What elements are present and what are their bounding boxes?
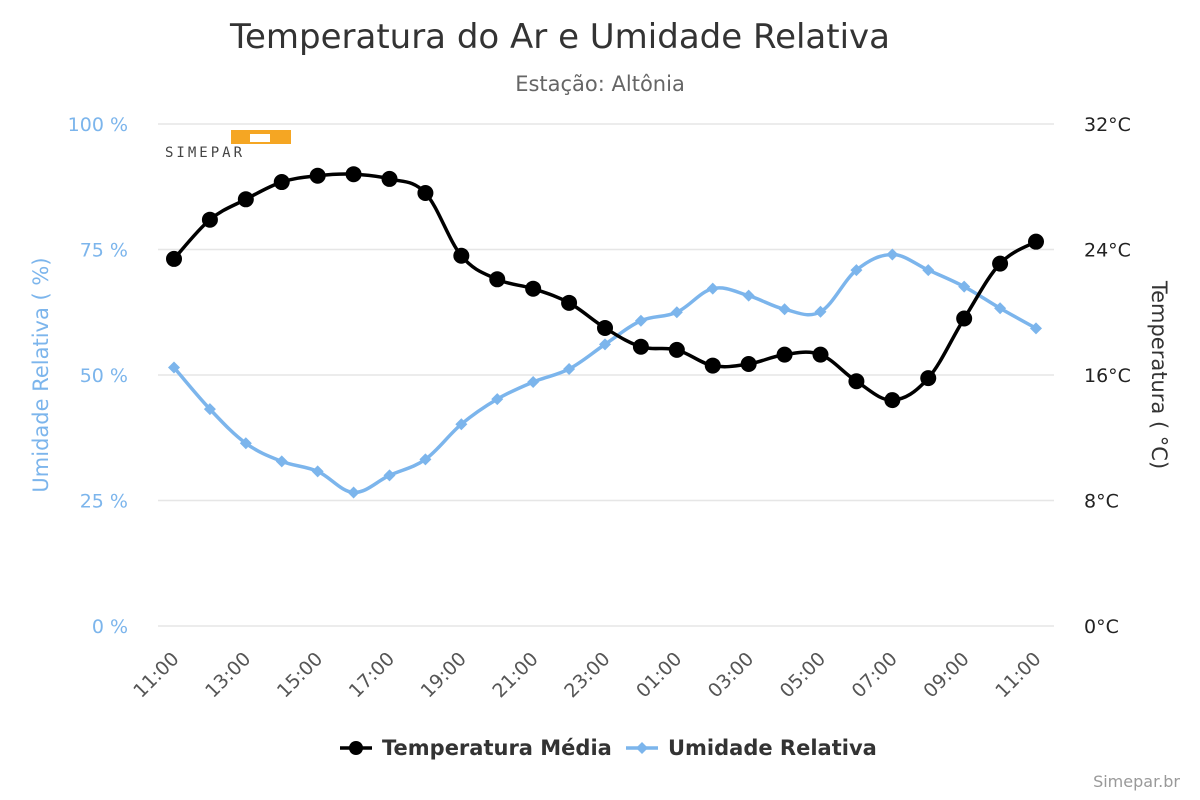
left-axis-title: Umidade Relativa ( %) xyxy=(29,257,53,492)
data-point[interactable] xyxy=(848,373,865,390)
chart-title: Temperatura do Ar e Umidade Relativa xyxy=(229,17,890,57)
data-point[interactable] xyxy=(381,170,398,187)
series-layer xyxy=(166,166,1044,499)
chart-subtitle: Estação: Altônia xyxy=(515,72,685,96)
data-point[interactable] xyxy=(527,376,540,389)
legend-marker xyxy=(349,741,363,755)
data-point[interactable] xyxy=(166,250,182,267)
x-tick-label: 11:00 xyxy=(129,648,183,702)
x-tick-label: 21:00 xyxy=(488,648,542,702)
data-point[interactable] xyxy=(778,303,791,316)
logo-accent-notch xyxy=(250,134,270,142)
data-point[interactable] xyxy=(489,271,506,288)
data-point[interactable] xyxy=(1030,322,1042,335)
data-point[interactable] xyxy=(345,166,362,183)
data-point[interactable] xyxy=(491,393,504,406)
data-point[interactable] xyxy=(922,264,935,277)
data-point[interactable] xyxy=(668,341,685,358)
left-tick-label: 75 % xyxy=(80,240,128,262)
legend-item-temperatura[interactable]: Temperatura Média xyxy=(340,736,612,760)
data-point[interactable] xyxy=(237,191,254,208)
data-point[interactable] xyxy=(561,294,578,311)
series-line xyxy=(172,172,1038,402)
data-point[interactable] xyxy=(311,465,324,478)
legend-marker xyxy=(636,742,648,754)
data-point[interactable] xyxy=(886,248,899,261)
x-tick-label: 01:00 xyxy=(632,648,686,702)
data-point[interactable] xyxy=(417,185,434,202)
x-tick-label: 03:00 xyxy=(704,648,758,702)
right-tick-label: 0°C xyxy=(1084,616,1119,638)
data-point[interactable] xyxy=(632,338,649,355)
right-axis-title: Temperatura ( °C) xyxy=(1147,280,1171,469)
data-point[interactable] xyxy=(455,418,468,431)
data-point[interactable] xyxy=(383,469,396,482)
data-point[interactable] xyxy=(994,302,1007,315)
data-point[interactable] xyxy=(814,305,827,318)
left-axis-ticks: 0 % 25 % 50 % 75 % 100 % xyxy=(68,114,128,638)
x-tick-label: 15:00 xyxy=(273,648,327,702)
credits-link[interactable]: Simepar.br xyxy=(1093,772,1180,791)
data-point[interactable] xyxy=(920,370,937,387)
data-point[interactable] xyxy=(812,346,829,363)
x-tick-label: 09:00 xyxy=(919,648,973,702)
data-point[interactable] xyxy=(347,486,360,499)
data-point[interactable] xyxy=(201,211,218,228)
x-tick-label: 07:00 xyxy=(848,648,902,702)
data-point[interactable] xyxy=(956,310,973,327)
left-tick-label: 25 % xyxy=(80,491,128,513)
grid-lines xyxy=(158,123,1054,627)
data-point[interactable] xyxy=(704,357,721,374)
data-point[interactable] xyxy=(453,247,470,264)
data-point[interactable] xyxy=(203,403,216,416)
x-tick-label: 23:00 xyxy=(560,648,614,702)
x-tick-label: 13:00 xyxy=(201,648,255,702)
data-point[interactable] xyxy=(850,264,863,277)
legend-item-umidade[interactable]: Umidade Relativa xyxy=(626,736,877,760)
data-point[interactable] xyxy=(419,453,432,466)
data-point[interactable] xyxy=(706,282,719,295)
left-tick-label: 0 % xyxy=(92,616,128,638)
left-tick-label: 50 % xyxy=(80,365,128,387)
data-point[interactable] xyxy=(275,455,288,468)
data-point[interactable] xyxy=(273,174,290,191)
x-tick-label: 19:00 xyxy=(417,648,471,702)
series-umidade xyxy=(168,248,1042,499)
right-tick-label: 16°C xyxy=(1084,365,1131,387)
data-point[interactable] xyxy=(776,346,793,363)
data-point[interactable] xyxy=(563,362,576,375)
data-point[interactable] xyxy=(670,306,683,319)
data-point[interactable] xyxy=(958,280,971,293)
x-tick-label: 05:00 xyxy=(776,648,830,702)
series-temperatura xyxy=(166,166,1044,409)
right-axis-ticks: 0°C 8°C 16°C 24°C 32°C xyxy=(1084,114,1131,638)
data-point[interactable] xyxy=(525,280,542,297)
data-point[interactable] xyxy=(599,338,611,351)
series-line xyxy=(172,252,1038,495)
logo-text: SIMEPAR xyxy=(165,145,245,161)
legend-label: Umidade Relativa xyxy=(668,736,877,760)
right-tick-label: 8°C xyxy=(1084,491,1119,513)
data-point[interactable] xyxy=(740,356,757,373)
left-tick-label: 100 % xyxy=(68,114,128,136)
data-point[interactable] xyxy=(634,314,647,327)
simepar-logo: SIMEPAR xyxy=(165,130,291,161)
data-point[interactable] xyxy=(597,319,613,336)
legend-label: Temperatura Média xyxy=(382,736,612,760)
data-point[interactable] xyxy=(992,255,1009,272)
right-tick-label: 24°C xyxy=(1084,240,1131,262)
legend: Temperatura Média Umidade Relativa xyxy=(340,736,877,760)
x-axis-ticks: 11:00 13:00 15:00 17:00 19:00 21:00 23:00 01:00… xyxy=(129,648,1045,702)
data-point[interactable] xyxy=(239,437,252,450)
x-tick-label: 11:00 xyxy=(991,648,1045,702)
x-tick-label: 17:00 xyxy=(345,648,399,702)
data-point[interactable] xyxy=(168,361,180,374)
data-point[interactable] xyxy=(1028,233,1044,250)
data-point[interactable] xyxy=(742,289,755,302)
data-point[interactable] xyxy=(884,392,901,409)
data-point[interactable] xyxy=(309,167,326,184)
right-tick-label: 32°C xyxy=(1084,114,1131,136)
